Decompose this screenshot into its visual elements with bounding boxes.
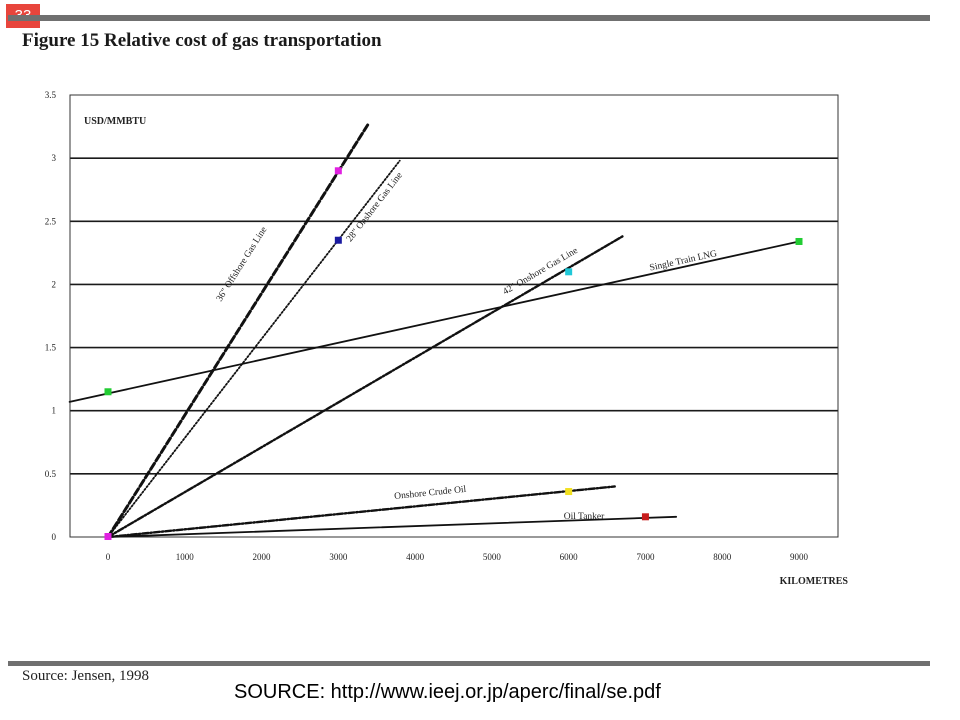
series-line-5	[107, 515, 678, 538]
y-tick-label: 0	[52, 532, 57, 542]
x-axis-title: KILOMETRES	[780, 576, 849, 587]
chart-title: Figure 15 Relative cost of gas transport…	[22, 30, 382, 51]
marker-layer	[104, 167, 803, 540]
series-marker-5	[641, 513, 649, 521]
x-tick-label: 8000	[713, 552, 732, 562]
source-url-text: SOURCE: http://www.ieej.or.jp/aperc/fina…	[234, 681, 661, 703]
series-start-marker-3	[104, 388, 112, 396]
x-tick-label: 1000	[176, 552, 195, 562]
y-tick-label: 1.5	[45, 343, 57, 353]
series-line-3	[68, 240, 800, 403]
y-tick-label: 2	[52, 279, 57, 289]
grid-layer	[70, 157, 838, 475]
series-label-1: 28" Onshore Gas Line	[345, 171, 405, 244]
series-line-1	[107, 159, 401, 538]
source-note: Source: Jensen, 1998	[22, 668, 150, 684]
series-label-4: Onshore Crude Oil	[394, 485, 467, 502]
series-marker-0	[334, 167, 342, 175]
x-tick-label: 3000	[329, 552, 348, 562]
top-divider	[8, 15, 930, 21]
x-tick-label: 2000	[253, 552, 272, 562]
axis-layer: 0 0.5 1 1.5 2 2.5 3 3.5 0 1000 2000 3000 4000 5000 600…	[45, 90, 849, 587]
x-tick-label: 4000	[406, 552, 425, 562]
x-tick-label: 9000	[790, 552, 809, 562]
series-label-0: 36" Offshore Gas Line	[214, 225, 269, 304]
x-tick-label: 5000	[483, 552, 502, 562]
series-marker-2	[565, 268, 573, 276]
y-tick-label: 3.5	[45, 90, 57, 100]
y-tick-label: 3	[52, 153, 57, 163]
y-tick-label: 0.5	[45, 469, 57, 479]
y-tick-label: 2.5	[45, 216, 57, 226]
series-line-4	[106, 485, 616, 539]
y-tick-label: 1	[52, 406, 57, 416]
series-line-2	[106, 235, 624, 539]
origin-marker	[104, 533, 112, 540]
x-tick-label: 7000	[636, 552, 655, 562]
series-layer	[68, 121, 800, 539]
y-axis-title: USD/MMBTU	[84, 116, 146, 127]
bottom-divider	[8, 661, 930, 666]
series-marker-4	[565, 488, 573, 496]
series-label-5: Oil Tanker	[564, 512, 605, 522]
label-layer: 36" Offshore Gas Line 28" Onshore Gas Lin…	[214, 171, 718, 522]
plot-frame	[69, 94, 839, 538]
series-marker-1	[334, 236, 342, 244]
x-tick-label: 0	[106, 552, 111, 562]
x-tick-label: 6000	[560, 552, 579, 562]
series-marker-3	[795, 237, 803, 245]
series-line-0	[106, 121, 371, 539]
